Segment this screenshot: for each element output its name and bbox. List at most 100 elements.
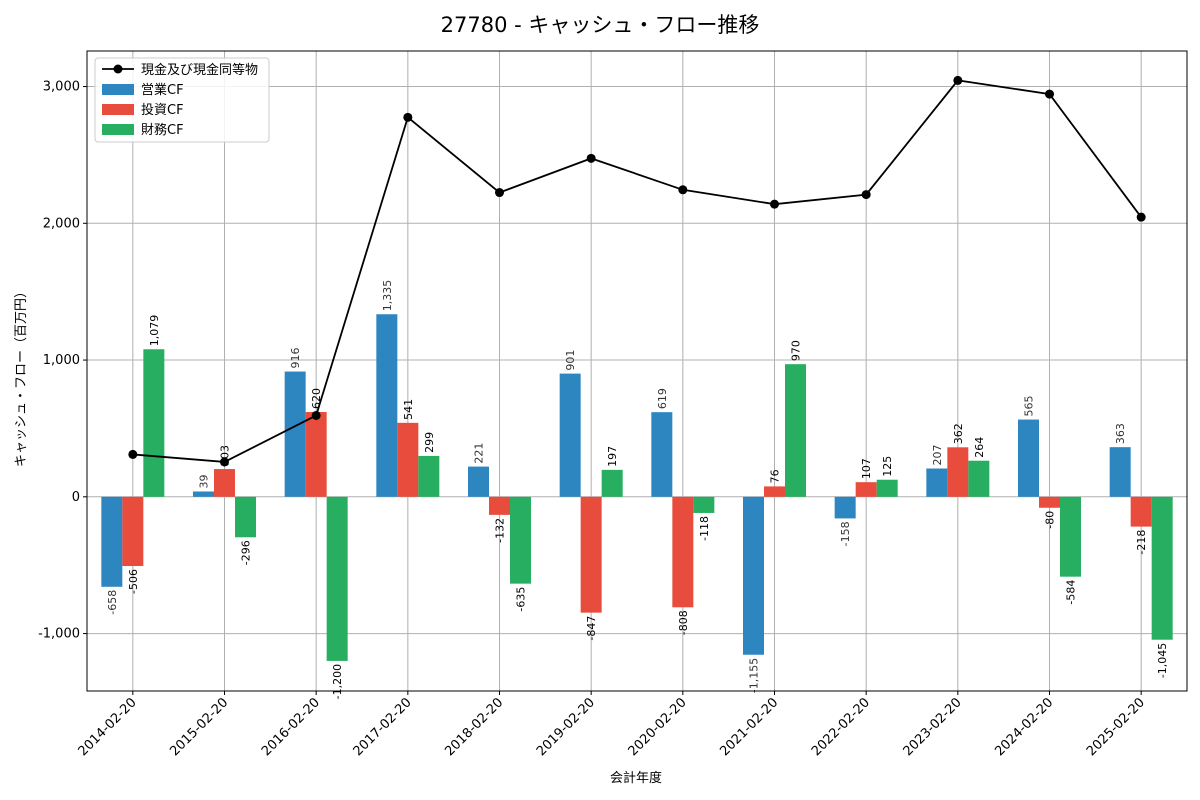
cash-marker: [678, 185, 688, 195]
legend-label: 財務CF: [141, 123, 184, 138]
bar: [834, 496, 856, 519]
cash-marker: [770, 199, 779, 209]
bar-value-label: 541: [402, 399, 415, 420]
bar: [926, 468, 948, 497]
bar-value-label: 901: [564, 350, 577, 371]
bar-value-label: 363: [1114, 423, 1127, 444]
x-tick-label: 2020-02-20: [626, 695, 690, 759]
grid-layer: [87, 51, 1187, 691]
bar: [651, 412, 673, 497]
cash-marker: [220, 457, 229, 467]
bar: [672, 496, 694, 608]
plot-frame: [86, 50, 1188, 692]
bar-value-label: -118: [698, 516, 711, 541]
bar: [968, 460, 990, 497]
bar: [418, 455, 440, 497]
x-tick-label: 2017-02-20: [351, 695, 415, 759]
legend-swatch: [102, 84, 134, 95]
legend-label: 現金及び現金同等物: [141, 62, 258, 78]
bar: [143, 349, 165, 497]
x-tick-label: 2025-02-20: [1084, 695, 1148, 759]
bar: [559, 373, 581, 497]
bar: [376, 314, 398, 497]
x-axis-label: 会計年度: [610, 770, 662, 786]
bar: [1018, 419, 1039, 497]
bar: [1151, 496, 1173, 640]
legend-box: [94, 57, 270, 143]
bar-value-label: 299: [423, 432, 436, 453]
bar: [785, 364, 806, 497]
bar-value-label: -506: [127, 569, 140, 594]
bar-value-label: 619: [656, 388, 669, 409]
bar: [305, 412, 327, 497]
bar-value-label: 39: [198, 474, 211, 488]
bar-value-label: -635: [515, 587, 528, 612]
labels-layer: -658 39 916 1,335 221 901 619 -1,155 -158 207 565 3…: [106, 280, 1169, 700]
y-tick-label: 3,000: [43, 80, 80, 95]
bar-value-label: -132: [494, 518, 507, 543]
bar: [693, 496, 715, 513]
bar-value-label: -847: [585, 616, 598, 641]
legend-label: 投資CF: [141, 102, 184, 118]
bar-value-label: 565: [1023, 396, 1036, 417]
x-tick-label: 2015-02-20: [167, 695, 231, 759]
bar-value-label: -658: [106, 590, 119, 615]
bar: [101, 496, 123, 587]
cash-marker: [861, 190, 871, 200]
cash-marker: [586, 153, 596, 163]
legend-label: 営業CF: [141, 82, 184, 98]
bar: [743, 496, 764, 655]
bar-value-label: 362: [952, 423, 965, 444]
x-tick-label: 2021-02-20: [717, 695, 781, 759]
bar-value-label: 620: [310, 388, 323, 409]
cash-marker: [128, 449, 138, 459]
bars-layer: [101, 314, 1173, 661]
bar-value-label: 1,079: [148, 315, 161, 347]
bar: [1060, 496, 1081, 577]
legend-swatch: [102, 124, 134, 135]
bar: [489, 496, 510, 515]
bar: [947, 447, 969, 497]
y-tick-label: 1,000: [43, 353, 80, 368]
bar-value-label: 107: [860, 458, 873, 479]
bar: [764, 486, 785, 497]
y-axis-label: キャッシュ・フロー（百万円）: [14, 285, 29, 467]
bar-value-label: -158: [839, 521, 852, 546]
cash-line: [132, 79, 1142, 463]
bar-value-label: -584: [1065, 580, 1078, 605]
cash-marker: [311, 410, 321, 420]
x-tick-label: 2016-02-20: [259, 695, 323, 759]
bar-value-label: 916: [289, 348, 302, 369]
legend-swatch: [102, 104, 134, 115]
y-tick-label: 0: [72, 490, 80, 505]
y-tick-label: -1,000: [38, 627, 80, 642]
bar-value-label: 970: [790, 340, 803, 361]
cash-marker: [953, 75, 963, 85]
bar: [235, 496, 256, 538]
line-layer: [128, 75, 1146, 467]
bar: [1039, 496, 1060, 508]
x-tick-label: 2019-02-20: [534, 695, 598, 759]
bar: [284, 371, 306, 497]
bar-value-label: 207: [931, 445, 944, 466]
y-tick-label: 2,000: [43, 216, 80, 231]
x-tick-label: 2018-02-20: [442, 695, 506, 759]
bar: [193, 491, 214, 497]
bar-value-label: -808: [677, 610, 690, 635]
bar-value-label: 1,335: [381, 280, 394, 312]
bar-value-label: -218: [1135, 530, 1148, 555]
bar-value-label: 76: [769, 469, 782, 483]
chart-title: 27780 - キャッシュ・フロー推移: [441, 13, 760, 37]
x-tick-label: 2023-02-20: [901, 695, 965, 759]
bar: [510, 496, 531, 584]
bar-value-label: -1,200: [331, 664, 344, 699]
cash-marker: [1136, 212, 1146, 222]
bar-value-label: 203: [219, 445, 232, 466]
bar: [1130, 496, 1152, 527]
cash-marker: [1045, 89, 1054, 99]
bar: [326, 496, 348, 661]
bar: [855, 482, 877, 497]
legend-marker-swatch: [113, 64, 123, 74]
bar-value-label: -1,045: [1156, 643, 1169, 678]
